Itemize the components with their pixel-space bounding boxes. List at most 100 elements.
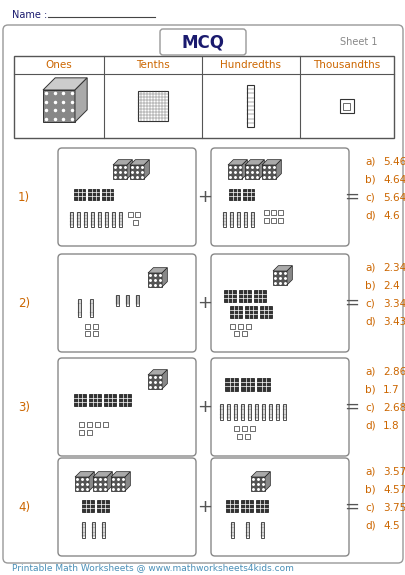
Polygon shape	[75, 472, 94, 477]
Bar	[242, 426, 247, 431]
Polygon shape	[89, 472, 94, 491]
Bar	[98, 212, 101, 227]
Bar	[238, 324, 243, 328]
Text: =: =	[344, 398, 358, 416]
Text: 3): 3)	[18, 401, 30, 413]
Bar	[116, 294, 119, 305]
Bar	[255, 404, 258, 420]
Bar	[283, 404, 286, 420]
Bar	[119, 394, 131, 406]
Text: d): d)	[364, 317, 375, 327]
Text: 4.57: 4.57	[382, 485, 405, 495]
Polygon shape	[148, 273, 162, 287]
Bar	[135, 212, 140, 217]
Polygon shape	[250, 477, 264, 491]
Polygon shape	[43, 90, 75, 122]
FancyBboxPatch shape	[58, 458, 196, 556]
Polygon shape	[261, 165, 275, 179]
Bar	[250, 426, 255, 431]
Bar	[92, 522, 95, 538]
Text: 5.46: 5.46	[382, 157, 405, 167]
Bar	[244, 306, 256, 318]
Polygon shape	[130, 160, 149, 165]
Bar	[104, 394, 116, 406]
Text: +: +	[197, 188, 212, 206]
Bar	[103, 421, 108, 427]
Text: 2.68: 2.68	[382, 403, 405, 413]
Bar	[254, 290, 265, 302]
Text: Tenths: Tenths	[136, 60, 169, 70]
Text: Name :: Name :	[12, 10, 47, 20]
Bar	[261, 522, 264, 538]
Text: d): d)	[364, 421, 375, 431]
Text: b): b)	[364, 281, 375, 291]
Bar	[82, 522, 85, 538]
Bar	[90, 299, 93, 317]
Polygon shape	[148, 268, 167, 273]
Bar	[246, 324, 251, 328]
Bar	[79, 430, 84, 435]
Bar	[224, 290, 235, 302]
Bar	[242, 331, 247, 335]
Bar	[138, 91, 168, 121]
Text: 4.645: 4.645	[382, 175, 405, 185]
Bar	[227, 404, 230, 420]
Text: Sheet 1: Sheet 1	[339, 37, 377, 47]
Text: b): b)	[364, 175, 375, 185]
Bar	[74, 189, 85, 200]
Polygon shape	[244, 160, 264, 165]
Text: a): a)	[364, 157, 375, 167]
Bar	[264, 209, 269, 214]
Polygon shape	[286, 266, 292, 285]
Bar	[102, 522, 105, 538]
Text: Printable Math Worksheets @ www.mathworksheets4kids.com: Printable Math Worksheets @ www.mathwork…	[12, 564, 293, 573]
Bar	[112, 212, 115, 227]
Bar	[89, 394, 101, 406]
Bar	[264, 217, 269, 223]
Bar	[247, 85, 254, 127]
Text: =: =	[344, 498, 358, 516]
Bar	[85, 324, 90, 328]
Text: 1.7: 1.7	[382, 385, 399, 395]
Polygon shape	[261, 160, 281, 165]
Polygon shape	[264, 472, 270, 491]
Polygon shape	[272, 271, 286, 285]
Bar	[85, 331, 90, 335]
Bar	[88, 189, 99, 200]
Bar	[271, 217, 276, 223]
FancyBboxPatch shape	[211, 458, 348, 556]
Polygon shape	[93, 472, 112, 477]
Polygon shape	[272, 266, 292, 271]
FancyBboxPatch shape	[58, 148, 196, 246]
Text: 1.8: 1.8	[382, 421, 399, 431]
Bar	[225, 378, 238, 390]
Text: a): a)	[364, 467, 375, 477]
Polygon shape	[144, 160, 149, 179]
Polygon shape	[162, 268, 167, 287]
Polygon shape	[113, 160, 132, 165]
Bar	[119, 212, 122, 227]
Bar	[231, 522, 234, 538]
Bar	[229, 189, 240, 200]
Polygon shape	[107, 472, 112, 491]
Bar	[244, 212, 247, 227]
Text: 5.64: 5.64	[382, 193, 405, 203]
Bar	[82, 500, 94, 512]
Bar	[77, 212, 80, 227]
Bar	[70, 212, 73, 227]
FancyBboxPatch shape	[160, 29, 245, 55]
Bar	[241, 404, 244, 420]
FancyBboxPatch shape	[211, 148, 348, 246]
Text: c): c)	[364, 403, 374, 413]
Bar	[97, 500, 109, 512]
Text: 2.349: 2.349	[382, 263, 405, 273]
Bar	[243, 189, 254, 200]
Polygon shape	[275, 160, 281, 179]
Text: Ones: Ones	[45, 60, 72, 70]
Polygon shape	[148, 375, 162, 389]
Polygon shape	[250, 472, 270, 477]
Text: 4.6: 4.6	[382, 211, 399, 221]
Bar	[136, 294, 139, 305]
Text: c): c)	[364, 193, 374, 203]
FancyBboxPatch shape	[58, 358, 196, 456]
